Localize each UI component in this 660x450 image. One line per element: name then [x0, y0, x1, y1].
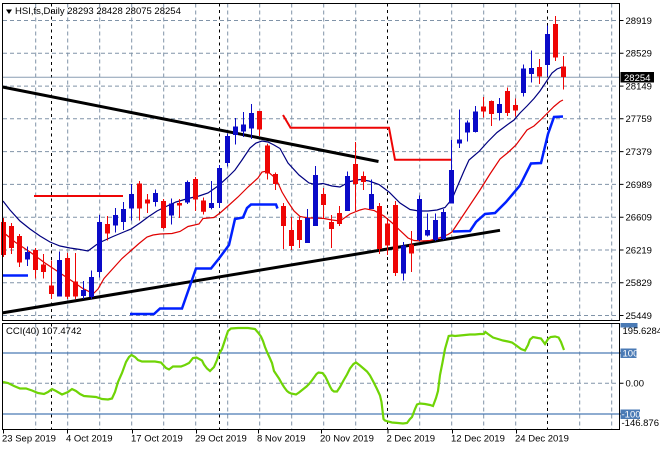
svg-text:25829: 25829 [626, 278, 652, 289]
svg-text:100: 100 [623, 348, 639, 359]
svg-text:CCI(40) 107.4742: CCI(40) 107.4742 [6, 326, 82, 337]
svg-text:26219: 26219 [626, 245, 652, 256]
svg-text:27379: 27379 [626, 147, 652, 158]
svg-text:195.6284: 195.6284 [623, 326, 660, 337]
svg-text:4 Oct 2019: 4 Oct 2019 [66, 434, 112, 445]
svg-text:28254: 28254 [624, 73, 650, 84]
svg-text:28149: 28149 [626, 82, 652, 93]
svg-text:28529: 28529 [626, 49, 652, 60]
svg-text:12 Dec 2019: 12 Dec 2019 [451, 434, 505, 445]
svg-text:29 Oct 2019: 29 Oct 2019 [195, 434, 247, 445]
svg-text:26609: 26609 [626, 213, 652, 224]
svg-text:25449: 25449 [626, 311, 652, 322]
svg-text:-146.876: -146.876 [622, 418, 660, 429]
svg-text:27759: 27759 [626, 114, 652, 125]
svg-text:-100: -100 [622, 409, 641, 420]
svg-text:17 Oct 2019: 17 Oct 2019 [131, 434, 183, 445]
svg-text:0.00: 0.00 [626, 379, 645, 390]
svg-text:20 Nov 2019: 20 Nov 2019 [320, 434, 374, 445]
svg-text:2 Dec 2019: 2 Dec 2019 [387, 434, 436, 445]
svg-text:23 Sep 2019: 23 Sep 2019 [2, 434, 56, 445]
svg-text:24 Dec 2019: 24 Dec 2019 [515, 434, 569, 445]
svg-text:HSI,fs,Daily 28293 28428 2807: HSI,fs,Daily 28293 28428 28075 28254 [15, 6, 181, 17]
svg-text:26989: 26989 [626, 180, 652, 191]
svg-text:28919: 28919 [626, 16, 652, 27]
svg-text:8 Nov 2019: 8 Nov 2019 [257, 434, 306, 445]
